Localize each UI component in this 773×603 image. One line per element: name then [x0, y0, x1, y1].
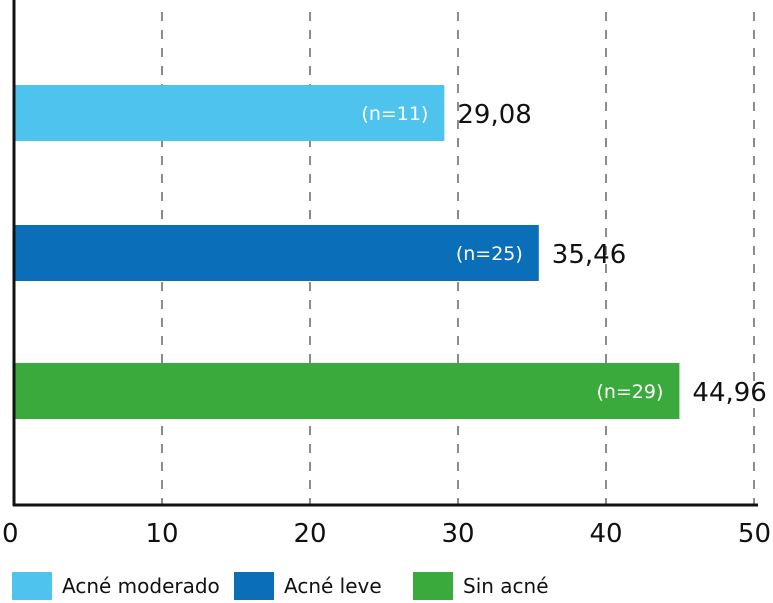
legend-label-sin-acne: Sin acné — [463, 574, 549, 598]
bar-value-label-acn-leve: 35,46 — [552, 240, 626, 270]
legend-item-acne-leve: Acné leve — [234, 572, 382, 600]
bar-acn-leve — [14, 225, 539, 281]
legend-label-acne-leve: Acné leve — [284, 574, 382, 598]
bar-value-label-acn-moderado: 29,08 — [457, 100, 531, 130]
bar-inner-label-sin-acn-: (n=29) — [596, 381, 663, 403]
bars: (n=11) 29,08 (n=25) 35,46 (n=29) 44,96 — [14, 85, 767, 419]
x-tick-label-20: 20 — [293, 519, 326, 549]
legend-item-acne-moderado: Acné moderado — [12, 572, 220, 600]
legend-item-sin-acne: Sin acné — [413, 572, 549, 600]
bar-inner-label-acn-leve: (n=25) — [456, 243, 523, 265]
legend-swatch-acne-leve — [234, 572, 274, 600]
legend-label-acne-moderado: Acné moderado — [62, 574, 220, 598]
axes — [12, 0, 758, 507]
x-tick-label-0: 0 — [2, 519, 19, 549]
bar-chart: (n=11) 29,08 (n=25) 35,46 (n=29) 44,96 0 10 20 3… — [2, 0, 771, 549]
bar-inner-label-acn-moderado: (n=11) — [361, 103, 428, 125]
x-tick-label-10: 10 — [145, 519, 178, 549]
bar-value-label-sin-acn-: 44,96 — [692, 378, 766, 408]
x-tick-label-40: 40 — [589, 519, 622, 549]
x-tick-label-50: 50 — [738, 519, 771, 549]
bar-acn-moderado — [14, 85, 445, 141]
x-tick-label-30: 30 — [441, 519, 474, 549]
x-tick-labels: 0 10 20 30 40 50 — [2, 519, 771, 549]
legend-swatch-sin-acne — [413, 572, 453, 600]
legend-swatch-acne-moderado — [12, 572, 52, 600]
bar-sin-acn- — [14, 363, 680, 419]
